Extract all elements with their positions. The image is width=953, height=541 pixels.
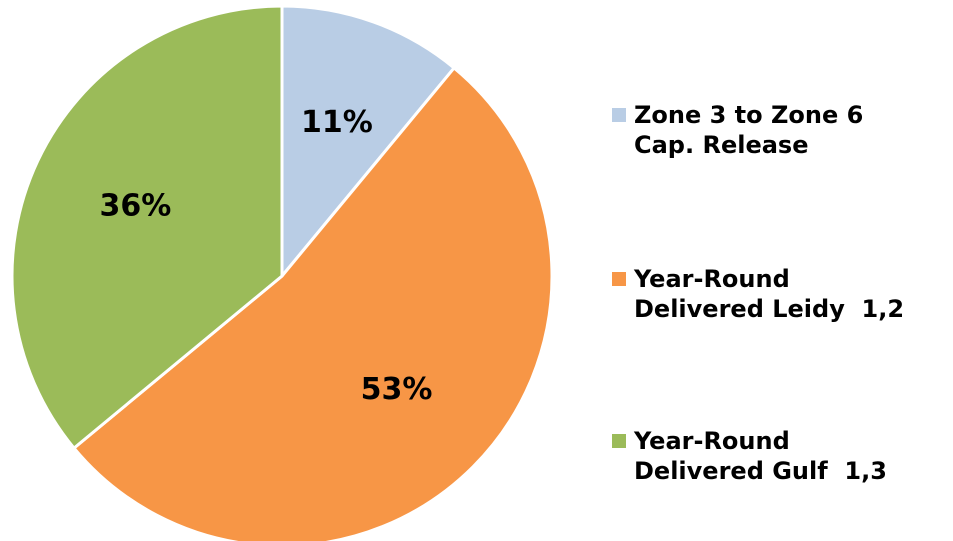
pie-slice	[71, 65, 554, 541]
legend-label: Zone 3 to Zone 6 Cap. Release	[634, 101, 864, 159]
legend-swatch	[612, 108, 626, 122]
data-label: 36%	[100, 189, 172, 224]
data-label: 11%	[301, 105, 373, 140]
legend-label: Year-Round Delivered Gulf 1,3	[634, 427, 887, 485]
legend-entry: Year-Round Delivered Leidy 1,2	[612, 264, 904, 324]
chart: 11% 53% 36%	[10, 4, 554, 541]
data-label: 53%	[361, 372, 433, 407]
legend-entry: Year-Round Delivered Gulf 1,3	[612, 426, 887, 486]
legend-swatch	[612, 272, 626, 286]
pie-slice	[280, 4, 457, 281]
legend-label: Year-Round Delivered Leidy 1,2	[634, 265, 905, 323]
pie-slice	[10, 4, 284, 451]
legend-entry: Zone 3 to Zone 6 Cap. Release	[612, 100, 863, 160]
legend: Zone 3 to Zone 6 Cap. Release Year-Round …	[612, 0, 953, 541]
legend-swatch	[612, 434, 626, 448]
